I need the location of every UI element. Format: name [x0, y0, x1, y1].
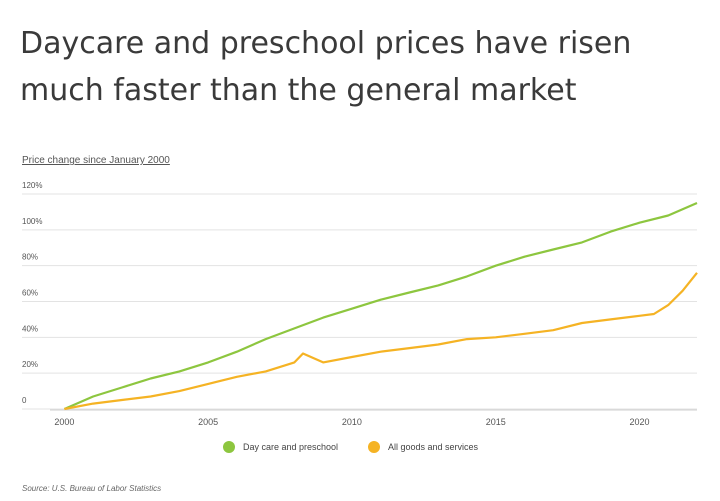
y-tick-label: 40%	[22, 324, 38, 333]
source-note: Source: U.S. Bureau of Labor Statistics	[22, 484, 162, 493]
x-tick-label: 2015	[486, 417, 506, 427]
x-tick-label: 2000	[54, 417, 74, 427]
legend-label: Day care and preschool	[243, 442, 338, 452]
legend-label: All goods and services	[388, 442, 479, 452]
y-tick-label: 100%	[22, 217, 42, 226]
series-lines	[63, 201, 698, 411]
legend: Day care and preschool All goods and serv…	[223, 441, 479, 453]
y-tick-label: 60%	[22, 289, 38, 298]
x-tick-label: 2010	[342, 417, 362, 427]
y-tick-label: 0	[22, 396, 27, 405]
legend-swatch	[223, 441, 235, 453]
y-tick-label: 120%	[22, 181, 42, 190]
x-tick-label: 2005	[198, 417, 218, 427]
legend-swatch	[368, 441, 380, 453]
series-line-0	[63, 201, 698, 411]
y-tick-label: 20%	[22, 360, 38, 369]
x-tick-labels: 2000 2005 2010 2015 2020	[54, 417, 649, 427]
gridlines	[22, 193, 697, 411]
series-line-1	[64, 272, 698, 411]
y-tick-label: 80%	[22, 253, 38, 262]
y-axis-label: Price change since January 2000	[22, 155, 170, 166]
chart-title: Daycare and preschool prices have risen …	[20, 26, 632, 108]
x-tick-label: 2020	[629, 417, 649, 427]
y-tick-labels: 0 20% 40% 60% 80% 100% 120%	[22, 181, 42, 405]
